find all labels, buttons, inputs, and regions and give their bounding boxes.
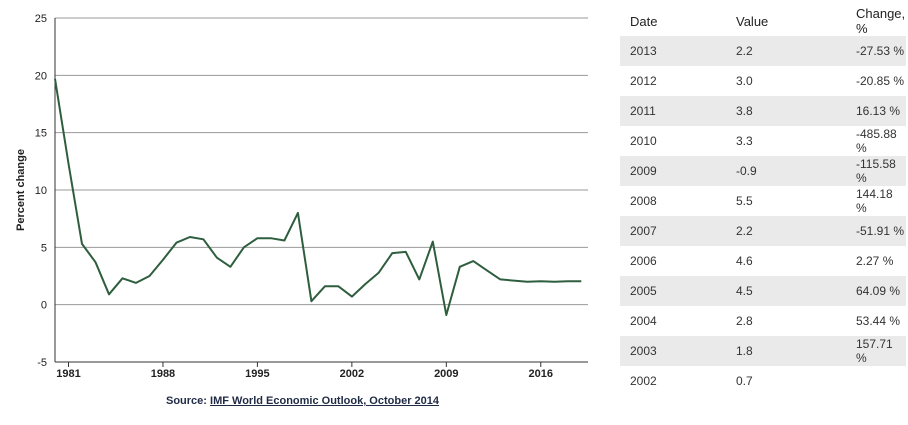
date-cell: 2006 (620, 246, 726, 276)
data-table: Date Value Change, % 2013 2.2 -27.53 % 2012… (620, 6, 906, 396)
y-tick-label: 0 (41, 300, 47, 312)
value-cell: 2.8 (726, 306, 846, 336)
table-row: 2009 -0.9 -115.58 % (620, 156, 906, 186)
table-row: 2004 2.8 53.44 % (620, 306, 906, 336)
header-date: Date (630, 13, 658, 29)
y-tick-label: 5 (41, 242, 47, 254)
value-cell: 4.5 (726, 276, 846, 306)
table-row: 2013 2.2 -27.53 % (620, 36, 906, 66)
change-cell: 157.71 % (846, 336, 906, 366)
date-cell: 2011 (620, 96, 726, 126)
table-row: 2012 3.0 -20.85 % (620, 66, 906, 96)
change-cell: -27.53 % (846, 36, 906, 66)
x-tick-label: 2016 (529, 368, 553, 380)
value-cell: 4.6 (726, 246, 846, 276)
table-header-row: Date Value Change, % (620, 6, 906, 36)
change-cell: -115.58 % (846, 156, 906, 186)
axes (54, 18, 588, 367)
change-cell: -20.85 % (846, 66, 906, 96)
table-row: 2006 4.6 2.27 % (620, 246, 906, 276)
x-tick-label: 2009 (434, 368, 458, 380)
y-tick-label: -5 (37, 357, 47, 369)
y-tick-label: 20 (35, 70, 47, 82)
value-cell: -0.9 (726, 156, 846, 186)
y-tick-labels: 25 20 15 10 5 0 -5 (35, 13, 47, 369)
change-cell (846, 366, 906, 396)
series-line (54, 78, 582, 316)
table-row: 2003 1.8 157.71 % (620, 336, 906, 366)
header-change: Change, % (856, 6, 906, 36)
change-cell: -485.88 % (846, 126, 906, 156)
date-cell: 2004 (620, 306, 726, 336)
date-cell: 2012 (620, 66, 726, 96)
y-axis-label: Percent change (15, 149, 27, 231)
date-cell: 2003 (620, 336, 726, 366)
line-chart: 25 20 15 10 5 0 -5 1981 1988 1995 2002 2009 2016 Pe… (15, 13, 588, 380)
change-cell: -51.91 % (846, 216, 906, 246)
value-cell: 3.3 (726, 126, 846, 156)
table-row: 2005 4.5 64.09 % (620, 276, 906, 306)
change-cell: 144.18 % (846, 186, 906, 216)
change-cell: 16.13 % (846, 96, 906, 126)
date-cell: 2007 (620, 216, 726, 246)
header-value: Value (736, 13, 769, 29)
value-cell: 2.2 (726, 216, 846, 246)
date-cell: 2010 (620, 126, 726, 156)
table-row: 2007 2.2 -51.91 % (620, 216, 906, 246)
source-note: Source: IMF World Economic Outlook, Octo… (166, 395, 439, 407)
date-cell: 2009 (620, 156, 726, 186)
date-cell: 2005 (620, 276, 726, 306)
source-link[interactable]: IMF World Economic Outlook, October 2014 (210, 395, 440, 407)
change-cell: 64.09 % (846, 276, 906, 306)
value-cell: 0.7 (726, 366, 846, 396)
value-cell: 5.5 (726, 186, 846, 216)
x-tick-label: 1995 (245, 368, 269, 380)
value-cell: 3.0 (726, 66, 846, 96)
y-tick-label: 10 (35, 185, 47, 197)
y-tick-label: 25 (35, 13, 47, 25)
table-body: 2013 2.2 -27.53 % 2012 3.0 -20.85 % 2011 3.8 16.… (620, 36, 906, 396)
x-tick-labels: 1981 1988 1995 2002 2009 2016 (56, 368, 553, 380)
value-cell: 2.2 (726, 36, 846, 66)
date-cell: 2002 (620, 366, 726, 396)
table-row: 2010 3.3 -485.88 % (620, 126, 906, 156)
y-tick-label: 15 (35, 128, 47, 140)
grid-lines (55, 17, 588, 306)
value-cell: 1.8 (726, 336, 846, 366)
table-row: 2008 5.5 144.18 % (620, 186, 906, 216)
date-cell: 2008 (620, 186, 726, 216)
date-cell: 2013 (620, 36, 726, 66)
value-cell: 3.8 (726, 96, 846, 126)
table-row: 2002 0.7 (620, 366, 906, 396)
table-row: 2011 3.8 16.13 % (620, 96, 906, 126)
change-cell: 53.44 % (846, 306, 906, 336)
source-prefix: Source: (166, 395, 211, 407)
x-tick-label: 2002 (340, 368, 364, 380)
x-tick-label: 1981 (56, 368, 80, 380)
x-tick-label: 1988 (151, 368, 175, 380)
series-layer (54, 78, 582, 316)
change-cell: 2.27 % (846, 246, 906, 276)
